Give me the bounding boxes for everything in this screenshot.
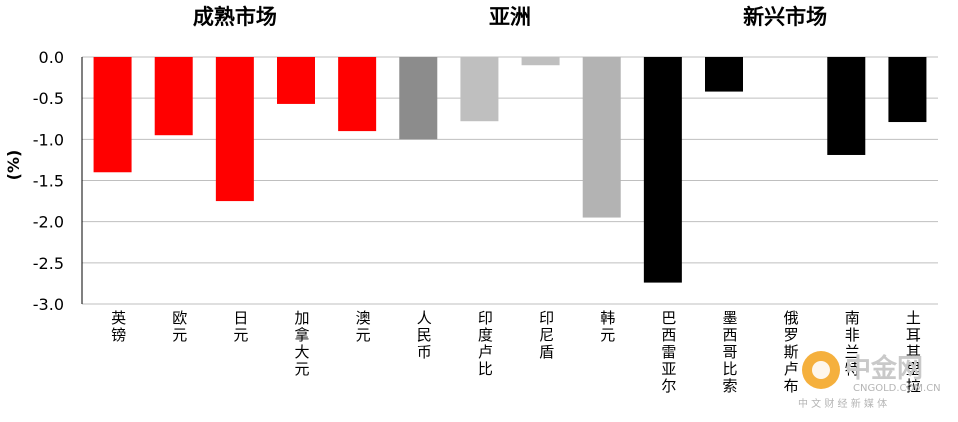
category-label: 俄罗斯卢布 [784,309,799,395]
category-label: 土耳其里拉 [906,309,921,395]
watermark-coin-inner [812,361,830,379]
category-label: 南非兰特 [845,309,860,378]
y-tick-label: 0.0 [39,48,64,67]
bar [277,57,315,104]
bar [521,57,560,66]
y-tick-labels: 0.0 -0.5 -1.0 -1.5 -2.0 -2.5 -3.0 [33,48,64,314]
category-label: 墨西哥比索 [722,309,737,395]
watermark-logo: 中金网 CNGOLD.COM.CN 中 文 财 经 新 媒 体 [798,351,941,410]
y-axis-title: (%) [4,150,23,181]
category-label: 澳元 [356,309,371,344]
y-tick-label: -2.0 [33,213,64,232]
bar [154,57,193,136]
bar [460,57,499,122]
group-title: 成熟市场 [193,5,277,29]
category-label: 印度卢比 [478,309,493,378]
bar [93,57,132,173]
y-tick-label: -0.5 [33,89,64,108]
y-tick-label: -3.0 [33,295,64,314]
category-label: 英镑 [111,309,126,344]
bar [338,57,377,132]
bar [215,57,254,202]
group-title: 新兴市场 [743,5,827,29]
watermark-domain: CNGOLD.COM.CN [853,383,941,394]
category-label: 韩元 [600,309,615,344]
bar [399,57,438,140]
bar [643,57,682,283]
group-title: 亚洲 [489,5,531,29]
bar [827,57,866,155]
y-tick-label: -1.5 [33,172,64,191]
category-label: 巴西雷亚尔 [661,309,676,395]
bars [93,57,927,283]
category-label: 加拿大元 [294,309,309,378]
y-tick-label: -2.5 [33,254,64,273]
gridlines [82,56,938,305]
bar [582,57,621,218]
y-tick-label: -1.0 [33,130,64,149]
watermark-brand: 中金网 [845,353,923,384]
watermark-slogan: 中 文 财 经 新 媒 体 [798,397,887,410]
bar [705,57,743,92]
bar [888,57,927,123]
category-label: 欧元 [172,309,187,344]
category-label: 日元 [233,309,248,344]
category-label: 印尼盾 [539,309,554,361]
category-label: 人民币 [417,309,432,361]
group-titles: 成熟市场 亚洲 新兴市场 [193,5,827,29]
category-labels: 英镑 欧元 日元 加拿大元 澳元 人民币 印度卢比 印尼盾 韩元 巴西雷亚尔 墨西哥比索 俄罗斯卢布 南… [111,309,921,395]
